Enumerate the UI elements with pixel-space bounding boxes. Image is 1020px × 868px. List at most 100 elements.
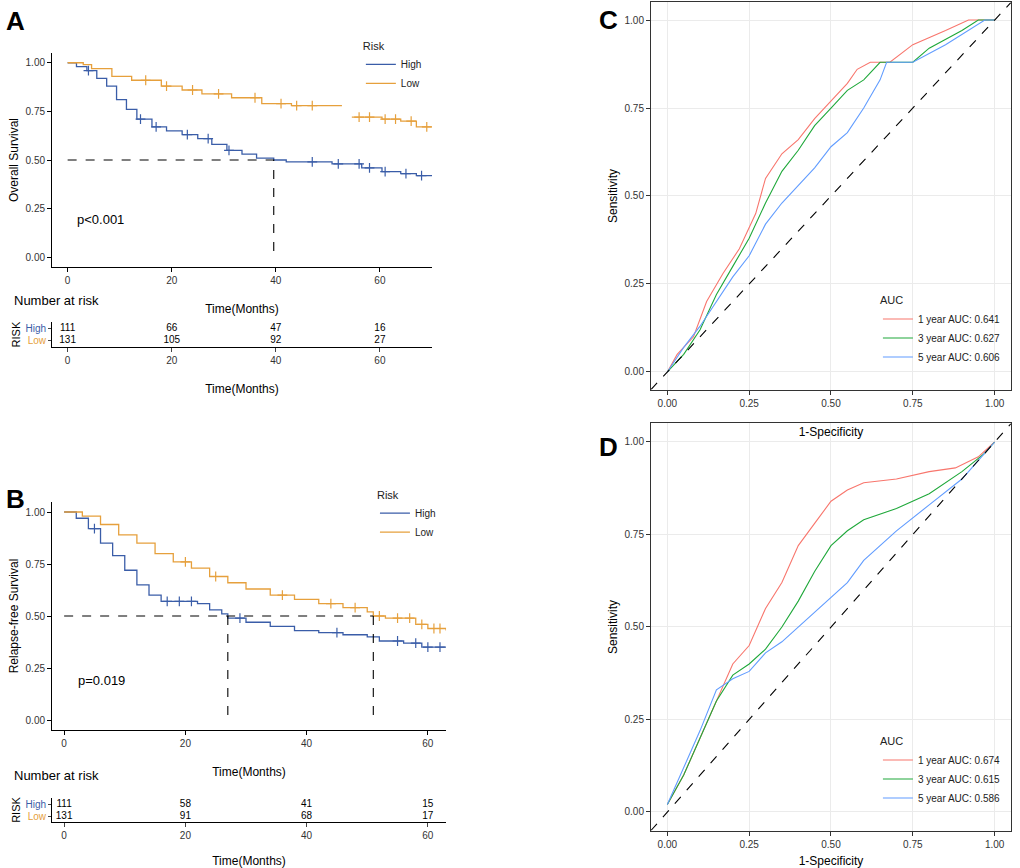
svg-text:Sensitivity: Sensitivity <box>606 169 620 223</box>
svg-text:RISK: RISK <box>10 321 22 347</box>
svg-text:Low: Low <box>28 335 47 346</box>
svg-text:27: 27 <box>374 334 386 345</box>
svg-text:5 year AUC: 0.586: 5 year AUC: 0.586 <box>918 793 1000 804</box>
svg-text:0.75: 0.75 <box>624 103 644 114</box>
svg-text:0.50: 0.50 <box>624 621 644 632</box>
svg-text:Risk: Risk <box>363 40 385 52</box>
svg-text:A: A <box>6 6 25 36</box>
svg-text:AUC: AUC <box>880 294 903 306</box>
svg-text:0.25: 0.25 <box>739 839 759 850</box>
svg-text:40: 40 <box>301 830 313 841</box>
svg-text:1.00: 1.00 <box>26 507 46 518</box>
svg-text:17: 17 <box>422 810 434 821</box>
svg-text:0.25: 0.25 <box>624 714 644 725</box>
svg-text:Time(Months): Time(Months) <box>212 765 286 779</box>
svg-text:15: 15 <box>422 798 434 809</box>
svg-text:High: High <box>25 799 46 810</box>
svg-text:131: 131 <box>56 810 73 821</box>
svg-text:High: High <box>25 323 46 334</box>
svg-text:60: 60 <box>374 275 386 286</box>
svg-text:D: D <box>599 432 618 462</box>
svg-text:0.75: 0.75 <box>624 529 644 540</box>
svg-text:Sensitivity: Sensitivity <box>606 600 620 654</box>
svg-text:Time(Months): Time(Months) <box>205 382 279 396</box>
svg-text:92: 92 <box>270 334 282 345</box>
svg-text:Number at risk: Number at risk <box>14 768 99 783</box>
svg-text:0.50: 0.50 <box>821 839 841 850</box>
svg-text:131: 131 <box>59 334 76 345</box>
svg-text:91: 91 <box>180 810 192 821</box>
svg-text:47: 47 <box>270 322 282 333</box>
svg-text:0.75: 0.75 <box>903 839 923 850</box>
svg-text:0: 0 <box>61 738 67 749</box>
svg-text:High: High <box>415 508 436 519</box>
svg-text:20: 20 <box>166 355 178 366</box>
svg-text:68: 68 <box>301 810 313 821</box>
svg-text:20: 20 <box>166 275 178 286</box>
svg-text:RISK: RISK <box>10 797 22 823</box>
svg-text:16: 16 <box>374 322 386 333</box>
svg-text:0.00: 0.00 <box>658 839 678 850</box>
svg-text:Low: Low <box>415 527 434 538</box>
svg-text:0.25: 0.25 <box>26 203 46 214</box>
svg-text:Risk: Risk <box>377 489 399 501</box>
svg-text:0.50: 0.50 <box>26 611 46 622</box>
svg-text:0.50: 0.50 <box>821 398 841 409</box>
svg-text:0.00: 0.00 <box>624 366 644 377</box>
svg-text:1 year AUC: 0.641: 1 year AUC: 0.641 <box>918 314 1000 325</box>
svg-text:0.25: 0.25 <box>739 398 759 409</box>
svg-text:1.00: 1.00 <box>985 398 1005 409</box>
svg-text:0.00: 0.00 <box>26 252 46 263</box>
svg-text:111: 111 <box>60 322 76 333</box>
svg-text:1.00: 1.00 <box>26 57 46 68</box>
svg-text:AUC: AUC <box>880 735 903 747</box>
svg-text:Number at risk: Number at risk <box>14 293 99 308</box>
svg-text:Relapse-free Survival: Relapse-free Survival <box>7 559 21 674</box>
svg-text:0.75: 0.75 <box>903 398 923 409</box>
svg-text:0.00: 0.00 <box>658 398 678 409</box>
svg-text:0.75: 0.75 <box>26 106 46 117</box>
svg-text:p<0.001: p<0.001 <box>77 212 124 227</box>
svg-text:66: 66 <box>166 322 178 333</box>
svg-text:1-Specificity: 1-Specificity <box>799 425 864 439</box>
svg-text:1 year AUC: 0.674: 1 year AUC: 0.674 <box>918 755 1000 766</box>
svg-text:1.00: 1.00 <box>624 15 644 26</box>
svg-text:60: 60 <box>422 738 434 749</box>
svg-text:0.25: 0.25 <box>624 278 644 289</box>
svg-text:C: C <box>599 5 618 35</box>
svg-text:0.50: 0.50 <box>26 155 46 166</box>
svg-text:0.25: 0.25 <box>26 663 46 674</box>
svg-text:5 year AUC: 0.606: 5 year AUC: 0.606 <box>918 352 1000 363</box>
svg-text:40: 40 <box>270 275 282 286</box>
svg-text:60: 60 <box>422 830 434 841</box>
svg-text:41: 41 <box>301 798 313 809</box>
svg-text:Low: Low <box>401 78 420 89</box>
svg-text:3 year AUC: 0.615: 3 year AUC: 0.615 <box>918 774 1000 785</box>
svg-text:0: 0 <box>65 275 71 286</box>
svg-text:3 year AUC: 0.627: 3 year AUC: 0.627 <box>918 333 1000 344</box>
svg-text:0: 0 <box>65 355 71 366</box>
svg-text:Low: Low <box>28 811 47 822</box>
svg-text:1.00: 1.00 <box>985 839 1005 850</box>
svg-text:High: High <box>401 59 422 70</box>
svg-text:p=0.019: p=0.019 <box>78 673 125 688</box>
svg-text:B: B <box>6 484 25 514</box>
svg-text:0.50: 0.50 <box>624 190 644 201</box>
svg-text:0.75: 0.75 <box>26 559 46 570</box>
svg-text:105: 105 <box>163 334 180 345</box>
svg-text:1.00: 1.00 <box>624 436 644 447</box>
svg-text:58: 58 <box>180 798 192 809</box>
svg-text:0.00: 0.00 <box>26 715 46 726</box>
svg-text:40: 40 <box>301 738 313 749</box>
svg-text:111: 111 <box>57 798 73 809</box>
svg-text:0: 0 <box>61 830 67 841</box>
svg-text:Time(Months): Time(Months) <box>205 302 279 316</box>
svg-text:40: 40 <box>270 355 282 366</box>
svg-text:60: 60 <box>374 355 386 366</box>
svg-text:20: 20 <box>180 830 192 841</box>
svg-text:Overall Survival: Overall Survival <box>7 118 21 202</box>
svg-text:1-Specificity: 1-Specificity <box>799 854 864 868</box>
svg-text:Time(Months): Time(Months) <box>212 854 286 868</box>
svg-text:0.00: 0.00 <box>624 806 644 817</box>
svg-text:20: 20 <box>180 738 192 749</box>
